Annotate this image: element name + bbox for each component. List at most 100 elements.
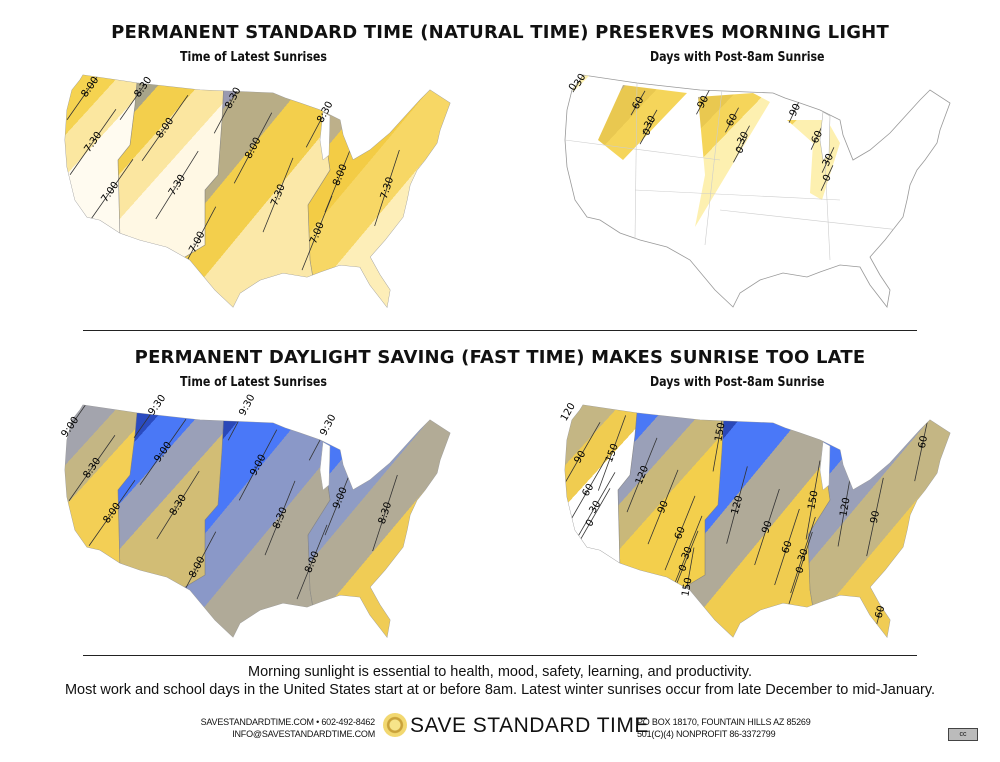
state-border: [634, 189, 841, 201]
us-outline: [564, 74, 951, 308]
sun-logo-icon: [383, 713, 407, 737]
isochrone-line: [866, 477, 884, 557]
top-section-title: PERMANENT STANDARD TIME (NATURAL TIME) P…: [111, 22, 889, 43]
isochrone-line: [647, 469, 679, 545]
isochrone-line: [574, 472, 616, 542]
isochrone-line: [733, 137, 747, 163]
isochrone-label: 60: [725, 112, 741, 128]
isochrone-line: [66, 75, 114, 120]
isochrone-label: 30: [821, 152, 836, 168]
footer-line-2: Most work and school days in the United …: [64, 682, 936, 698]
isochrone-label: 60: [780, 539, 794, 555]
top-right-subtitle: Days with Post-8am Sunrise: [650, 50, 825, 65]
bottom-right-subtitle: Days with Post-8am Sunrise: [650, 375, 825, 390]
isochrone-line: [787, 531, 813, 609]
isochrone-line: [726, 466, 748, 544]
isochrone-line: [821, 147, 835, 173]
time-zone-region: [660, 405, 830, 637]
isochrone-line: [671, 515, 703, 591]
bottom-left-subtitle: Time of Latest Sunrises: [180, 375, 327, 390]
section-divider: [83, 330, 917, 331]
isochrone-line: [774, 508, 800, 586]
isochrone-line: [642, 109, 658, 135]
isochrone-line: [213, 75, 253, 134]
isochrone-line: [264, 480, 296, 556]
footer-line-1: Morning sunlight is essential to health,…: [247, 664, 753, 680]
isochrone-label: 150: [713, 422, 727, 443]
isochrone-line: [88, 480, 136, 546]
isochrone-label: 90: [788, 102, 803, 118]
isochrone-line: [626, 437, 658, 513]
isochrone-label: 0: [584, 518, 597, 529]
time-zone-region: [118, 405, 225, 590]
isochrone-line: [567, 455, 609, 525]
isochrone-line: [68, 435, 116, 501]
isochrone-line: [725, 107, 739, 133]
isochrone-line: [86, 159, 134, 225]
lake-michigan: [819, 441, 831, 491]
time-zone-region: [618, 405, 725, 590]
isochrone-label: 90: [696, 94, 712, 110]
isochrone-line: [141, 95, 189, 161]
contact-web-phone: SAVESTANDARDTIME.COM • 602-492-8462: [200, 717, 376, 727]
isochrone-line: [139, 419, 187, 485]
contact-email: INFO@SAVESTANDARDTIME.COM: [232, 729, 375, 739]
time-zone-region: [118, 75, 225, 260]
isochrone-label: 150: [806, 490, 820, 511]
isochrone-label: 60: [673, 525, 688, 541]
isochrone-line: [664, 495, 696, 571]
isochrone-line: [301, 195, 333, 271]
creative-commons-badge: cc: [948, 728, 978, 741]
isochrone-label: 0: [794, 565, 806, 574]
time-zone-region: [565, 405, 637, 637]
isochrone-line: [156, 470, 200, 540]
nonprofit-id: 501(C)(4) NONPROFIT 86-3372799: [637, 729, 776, 739]
isochrone-line: [155, 150, 199, 220]
isochrone-label: 30: [680, 545, 695, 561]
isochrone-line: [736, 125, 750, 151]
isochrone-line: [262, 157, 294, 233]
isochrone-label: 30: [736, 130, 752, 146]
top-left-subtitle: Time of Latest Sunrises: [180, 50, 327, 65]
isochrone-line: [296, 524, 328, 600]
lake-michigan: [819, 111, 831, 161]
isochrone-line: [572, 75, 588, 93]
isochrone-label: 0: [567, 82, 580, 93]
time-zone-region: [65, 75, 137, 307]
state-border: [704, 89, 723, 246]
isochrone-line: [119, 75, 167, 120]
isochrone-label: 9:30: [237, 393, 257, 418]
isochrone-line: [69, 109, 117, 175]
brand-name: SAVE STANDARD TIME: [410, 714, 649, 737]
isochrone-label: 120: [838, 497, 852, 518]
time-zone-region: [160, 75, 330, 307]
post-8am-region: [695, 93, 770, 227]
isochrone-line: [372, 474, 398, 552]
isochrone-line: [238, 429, 278, 501]
isochrone-label: 9:30: [146, 393, 168, 418]
isochrone-line: [597, 415, 627, 491]
isochrone-label: 90: [869, 510, 882, 525]
map-daylight-latest-sunrise: 9:009:308:309:008:00 8:309:309:008:008:30…: [59, 393, 451, 638]
lake-michigan: [319, 111, 331, 161]
isochrone-line: [233, 112, 273, 184]
bottom-section-title: PERMANENT DAYLIGHT SAVING (FAST TIME) MA…: [134, 347, 866, 368]
isochrone-label: 60: [874, 605, 888, 620]
isochrone-line: [790, 516, 816, 594]
time-zone-region: [160, 405, 330, 637]
state-border: [565, 139, 721, 161]
isochrone-line: [630, 90, 646, 116]
lake-michigan: [319, 441, 331, 491]
isochrone-label: 30: [796, 547, 810, 563]
isochrone-label: 60: [810, 129, 825, 145]
isochrone-line: [374, 149, 400, 227]
isochrone-label: 0: [821, 173, 834, 183]
time-zone-region: [65, 405, 137, 637]
isochrone-label: 150: [680, 577, 694, 598]
isochrone-line: [696, 89, 710, 115]
isochrone-label: 0: [677, 563, 690, 573]
state-border: [634, 82, 638, 241]
isochrone-line: [810, 124, 824, 150]
